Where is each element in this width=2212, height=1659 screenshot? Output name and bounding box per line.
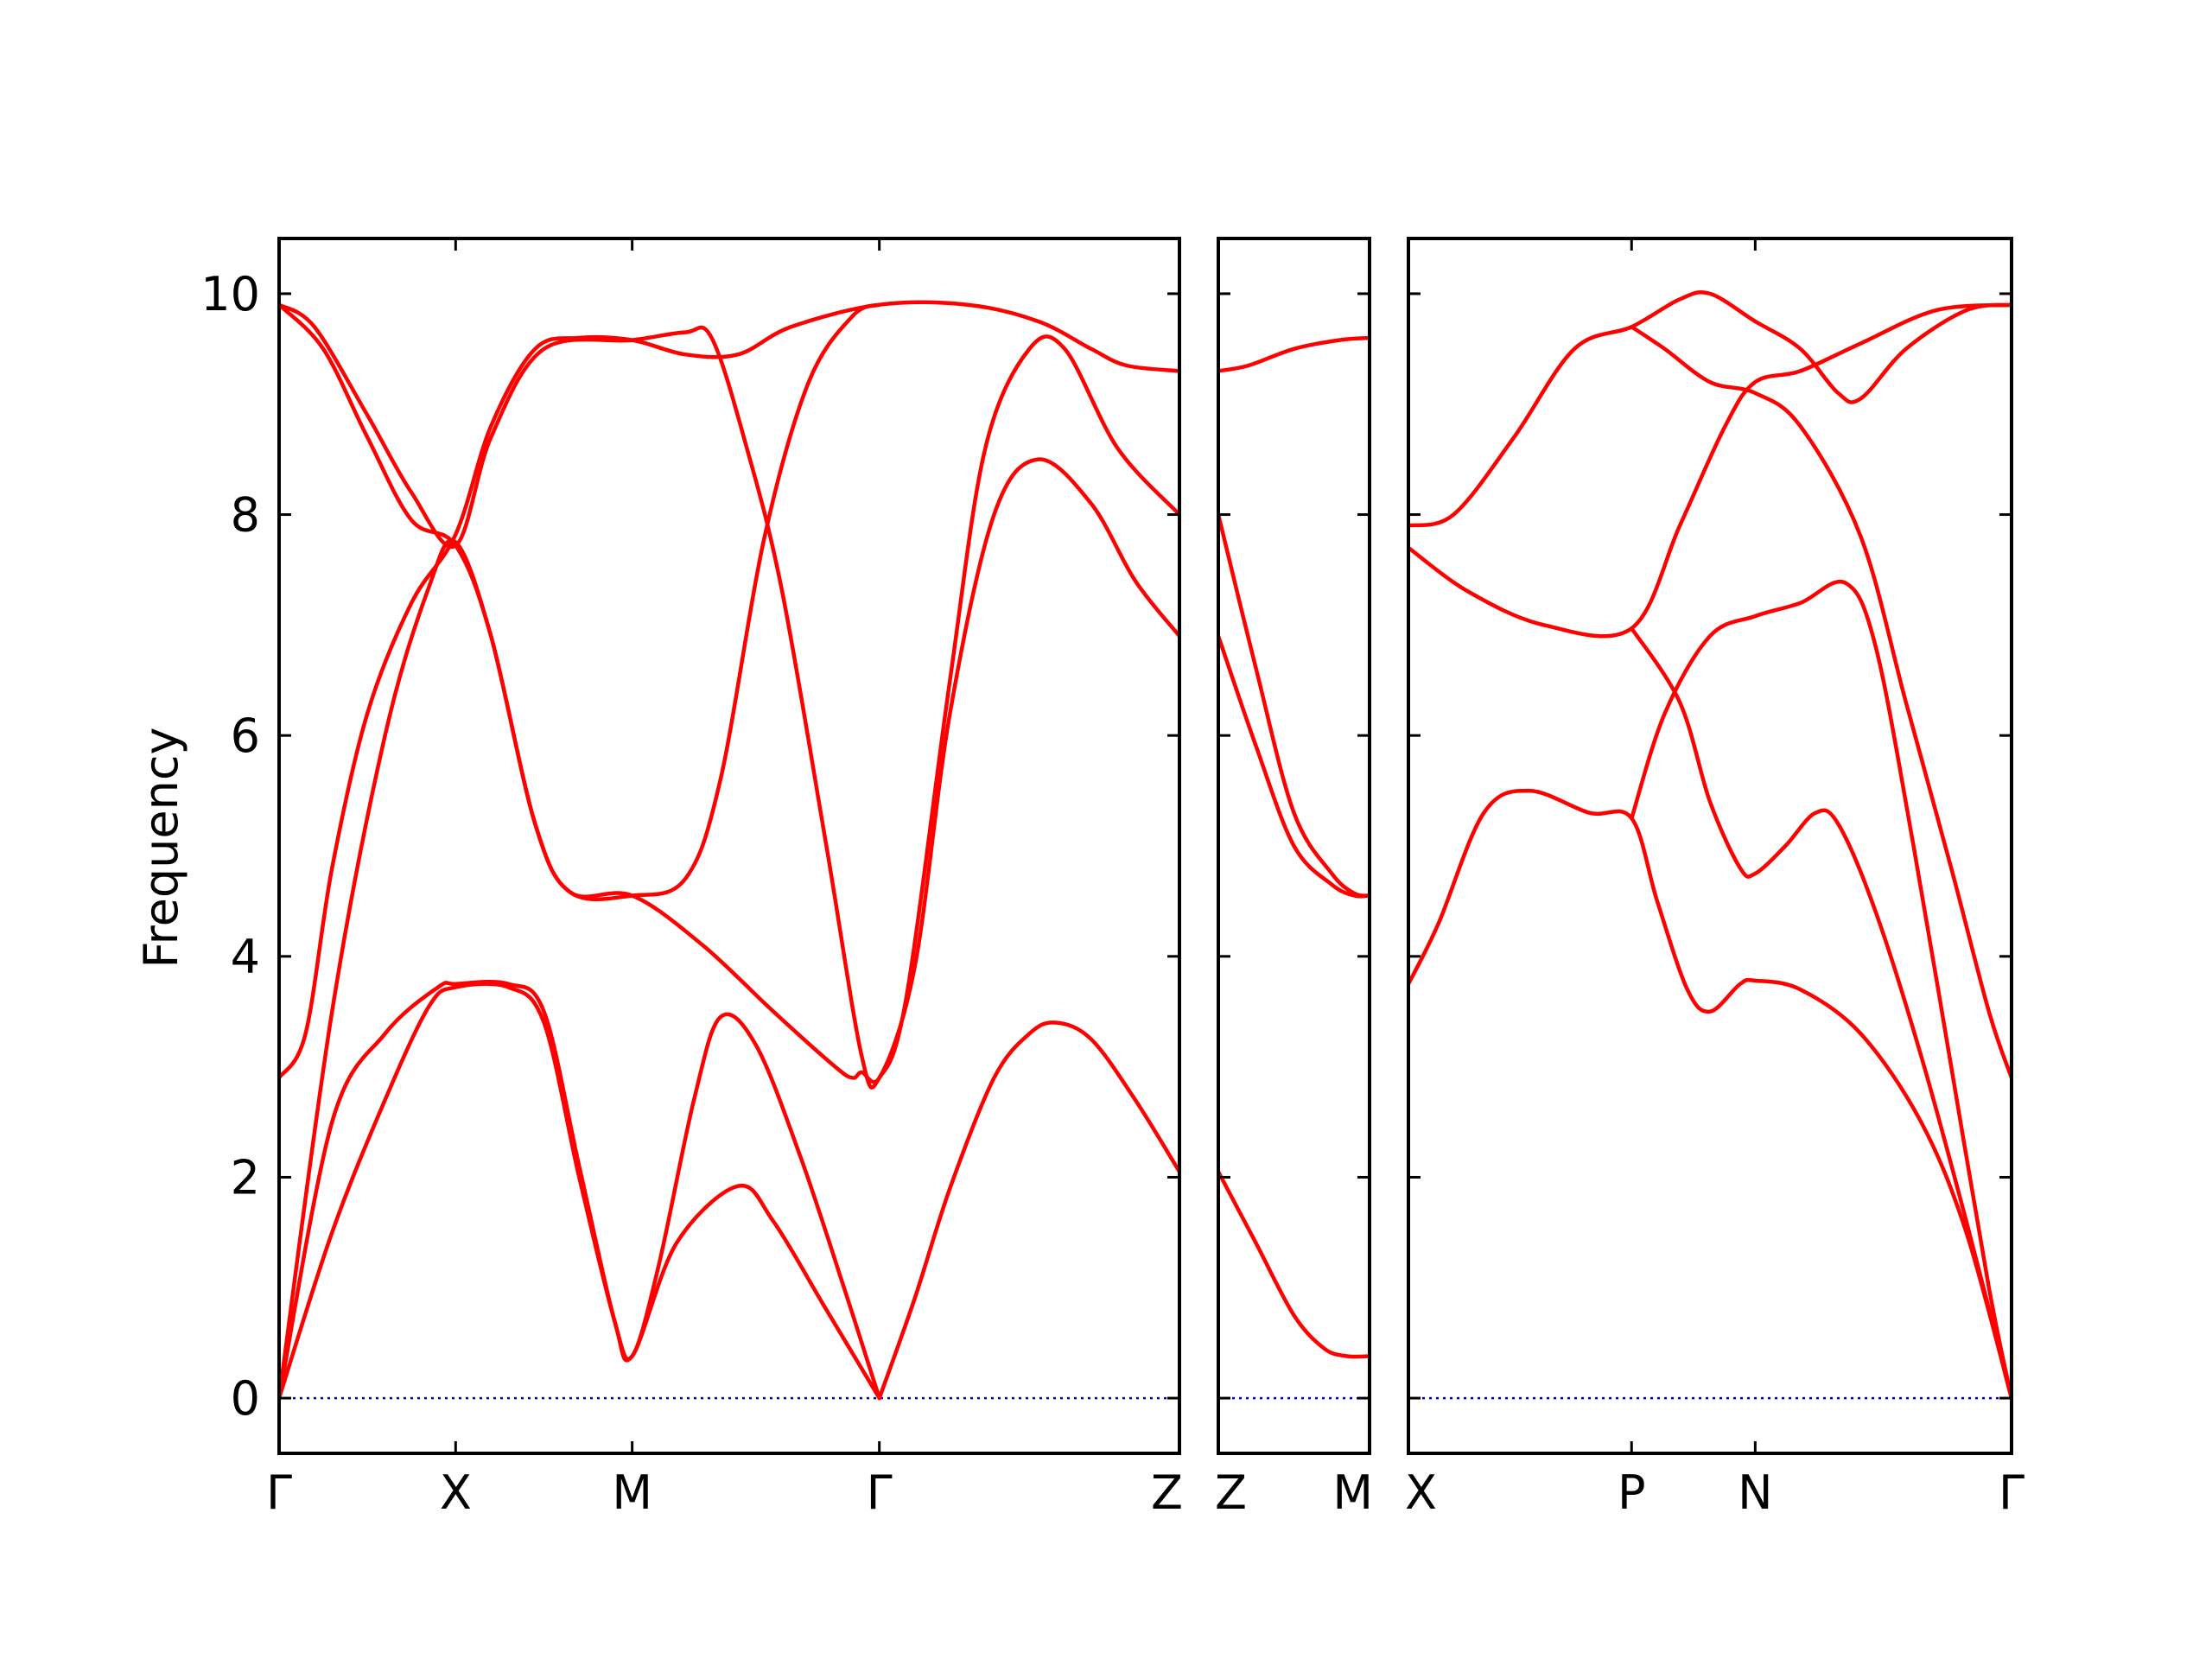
band-3: [279, 300, 1179, 1080]
band-7: [877, 1020, 1179, 1401]
band-1: [279, 979, 881, 1401]
band-3: [1630, 325, 2012, 1080]
panel-frame: [1217, 237, 1371, 1455]
band-6: [1630, 579, 2012, 1401]
x-tick-label: X: [440, 1465, 472, 1520]
band-1: [1408, 289, 2012, 528]
panel-frame: [1407, 237, 2013, 1455]
band-group: [1218, 335, 1370, 1359]
x-tick-label: Γ: [266, 1465, 292, 1520]
band-group: [279, 300, 1179, 1401]
x-tick-label: Γ: [867, 1465, 893, 1520]
band-4: [279, 302, 881, 1401]
x-tick-label: P: [1618, 1465, 1646, 1520]
x-tick-label: Z: [1215, 1465, 1247, 1520]
y-tick-label: 8: [231, 488, 260, 543]
x-tick-label: N: [1738, 1465, 1772, 1520]
band-5: [1408, 788, 2012, 1401]
band-group: [1408, 289, 2012, 1401]
x-tick-label: Z: [1151, 1465, 1183, 1520]
x-tick-label: M: [1332, 1465, 1373, 1520]
band-2: [279, 982, 881, 1401]
band-2: [1218, 512, 1370, 898]
y-tick-label: 2: [231, 1150, 260, 1205]
panel-1: 0 2 4 6 8 10 Γ X M Γ Z: [200, 237, 1183, 1520]
y-axis-label: Frequency: [134, 728, 188, 969]
band-2: [1408, 302, 2012, 639]
band-1: [1218, 335, 1370, 373]
band-4: [1630, 626, 2012, 1401]
y-tick-label: 0: [231, 1371, 260, 1426]
x-tick-label: Γ: [1999, 1465, 2024, 1520]
band-4: [1218, 1169, 1370, 1359]
band-6: [279, 302, 1179, 1090]
y-tick-label: 4: [231, 930, 260, 984]
y-tick-label: 6: [231, 709, 260, 763]
x-tick-label: X: [1405, 1465, 1437, 1520]
band-3: [1218, 633, 1370, 899]
band-5: [279, 302, 1179, 1084]
panel-frame: [277, 237, 1181, 1455]
x-tick-label: M: [612, 1465, 652, 1520]
y-tick-label: 10: [200, 267, 260, 321]
